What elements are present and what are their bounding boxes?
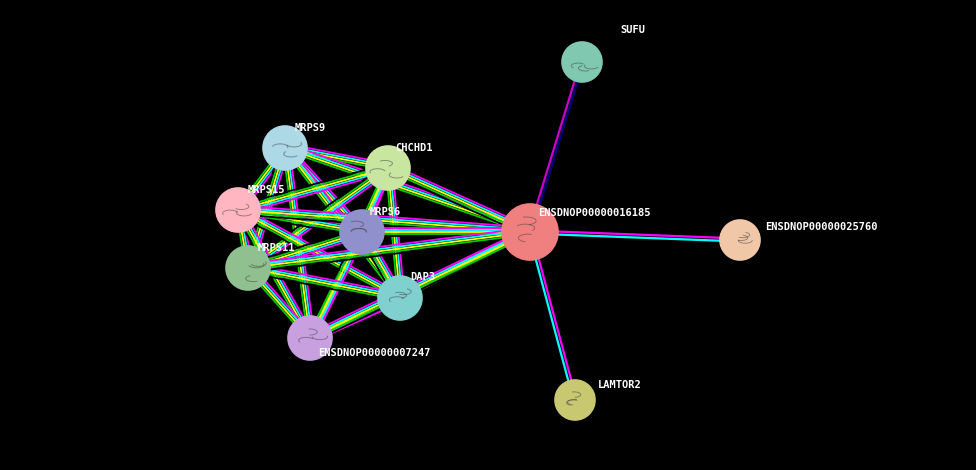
Text: MRPS6: MRPS6 — [370, 207, 401, 217]
Text: CHCHD1: CHCHD1 — [395, 143, 432, 153]
Circle shape — [340, 210, 384, 254]
Text: ENSDNOP00000025760: ENSDNOP00000025760 — [765, 222, 877, 232]
Circle shape — [288, 316, 332, 360]
Text: ENSDNOP00000016185: ENSDNOP00000016185 — [538, 208, 650, 218]
Text: SUFU: SUFU — [620, 25, 645, 35]
Circle shape — [562, 42, 602, 82]
Text: MRPS15: MRPS15 — [248, 185, 286, 195]
Text: LAMTOR2: LAMTOR2 — [598, 380, 642, 390]
Circle shape — [502, 204, 558, 260]
Text: MRPS11: MRPS11 — [258, 243, 296, 253]
Circle shape — [263, 126, 307, 170]
Circle shape — [366, 146, 410, 190]
Text: ENSDNOP00000007247: ENSDNOP00000007247 — [318, 348, 430, 358]
Circle shape — [555, 380, 595, 420]
Circle shape — [226, 246, 270, 290]
Circle shape — [378, 276, 422, 320]
Circle shape — [216, 188, 260, 232]
Text: DAP3: DAP3 — [410, 272, 435, 282]
Circle shape — [720, 220, 760, 260]
Text: MRPS9: MRPS9 — [295, 123, 326, 133]
